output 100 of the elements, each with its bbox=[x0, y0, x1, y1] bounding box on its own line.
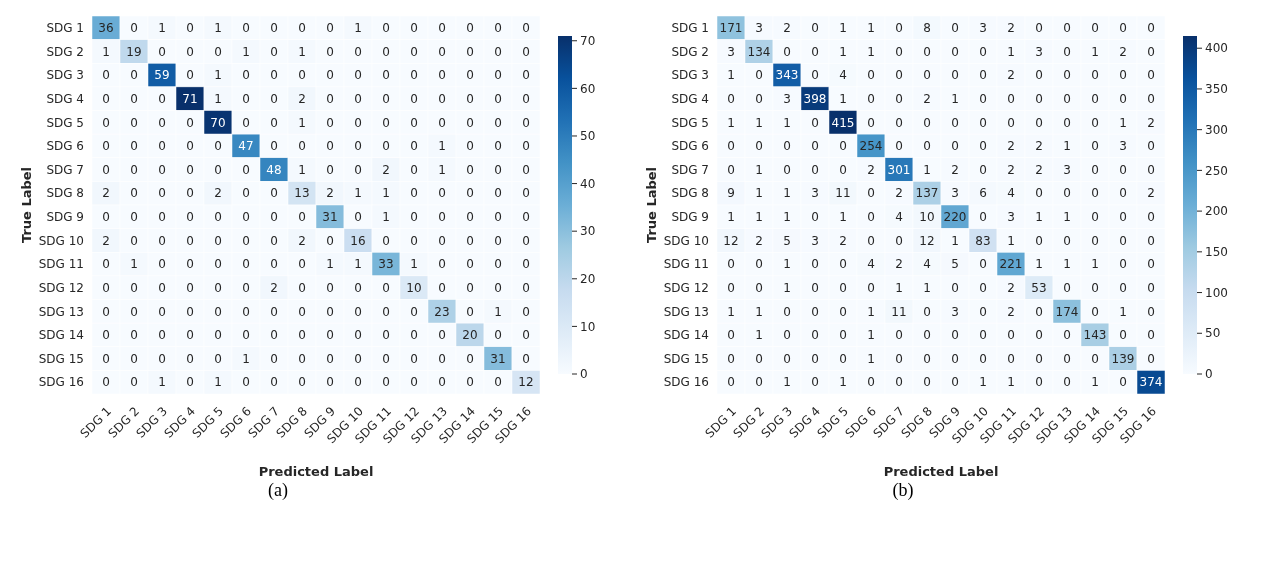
data-label: 0 bbox=[951, 44, 959, 59]
data-label: 0 bbox=[1147, 21, 1155, 36]
y-tick-label: SDG 13 bbox=[663, 304, 709, 319]
data-label: 9 bbox=[727, 186, 735, 201]
data-label: 0 bbox=[839, 304, 847, 319]
data-label: 0 bbox=[783, 328, 791, 343]
data-label: 0 bbox=[186, 139, 194, 154]
data-label: 0 bbox=[895, 21, 903, 36]
y-tick-label: SDG 9 bbox=[671, 210, 709, 225]
data-label: 0 bbox=[466, 115, 474, 130]
data-label: 1 bbox=[410, 257, 418, 272]
data-label: 0 bbox=[1035, 115, 1043, 130]
data-label: 53 bbox=[1031, 280, 1047, 295]
data-label: 2 bbox=[326, 186, 334, 201]
data-label: 0 bbox=[727, 328, 735, 343]
data-label: 1 bbox=[298, 162, 306, 177]
data-label: 0 bbox=[270, 233, 278, 248]
data-label: 0 bbox=[270, 375, 278, 390]
data-label: 0 bbox=[727, 351, 735, 366]
data-label: 0 bbox=[438, 280, 446, 295]
data-label: 0 bbox=[186, 351, 194, 366]
data-label: 1 bbox=[354, 21, 362, 36]
data-label: 0 bbox=[410, 328, 418, 343]
data-label: 0 bbox=[410, 44, 418, 59]
data-label: 0 bbox=[158, 304, 166, 319]
color-bar-label: 350 bbox=[1205, 82, 1228, 97]
data-label: 0 bbox=[298, 280, 306, 295]
data-label: 31 bbox=[322, 210, 338, 225]
data-label: 0 bbox=[130, 351, 138, 366]
y-tick-label: SDG 16 bbox=[663, 375, 709, 390]
data-label: 0 bbox=[811, 210, 819, 225]
data-label: 0 bbox=[102, 139, 110, 154]
data-label: 2 bbox=[783, 21, 791, 36]
color-bar-label: 50 bbox=[1205, 326, 1221, 341]
data-label: 1 bbox=[783, 257, 791, 272]
data-label: 12 bbox=[518, 375, 534, 390]
data-label: 0 bbox=[494, 115, 502, 130]
data-label: 0 bbox=[298, 328, 306, 343]
data-label: 0 bbox=[102, 91, 110, 106]
data-label: 0 bbox=[522, 21, 530, 36]
data-label: 1 bbox=[158, 375, 166, 390]
y-tick-label: SDG 3 bbox=[46, 68, 84, 83]
data-label: 1 bbox=[867, 21, 875, 36]
data-label: 0 bbox=[1119, 257, 1127, 272]
data-label: 1 bbox=[1063, 257, 1071, 272]
data-label: 0 bbox=[1007, 115, 1015, 130]
data-label: 0 bbox=[979, 139, 987, 154]
data-label: 415 bbox=[831, 115, 855, 130]
data-label: 0 bbox=[298, 139, 306, 154]
data-label: 20 bbox=[462, 328, 478, 343]
data-label: 0 bbox=[130, 233, 138, 248]
data-label: 0 bbox=[727, 139, 735, 154]
data-label: 0 bbox=[326, 21, 334, 36]
data-label: 3 bbox=[811, 186, 819, 201]
data-label: 0 bbox=[438, 351, 446, 366]
data-label: 0 bbox=[410, 91, 418, 106]
data-label: 0 bbox=[410, 162, 418, 177]
data-label: 0 bbox=[895, 375, 903, 390]
data-label: 0 bbox=[1147, 328, 1155, 343]
data-label: 0 bbox=[186, 186, 194, 201]
data-label: 1 bbox=[1063, 139, 1071, 154]
data-label: 4 bbox=[1007, 186, 1015, 201]
data-label: 1 bbox=[839, 375, 847, 390]
y-tick-label: SDG 1 bbox=[671, 21, 709, 36]
data-label: 0 bbox=[494, 186, 502, 201]
data-label: 0 bbox=[326, 280, 334, 295]
data-label: 0 bbox=[895, 139, 903, 154]
data-label: 0 bbox=[783, 351, 791, 366]
data-label: 0 bbox=[214, 257, 222, 272]
data-label: 5 bbox=[951, 257, 959, 272]
data-label: 137 bbox=[915, 186, 939, 201]
data-label: 0 bbox=[354, 139, 362, 154]
data-label: 1 bbox=[494, 304, 502, 319]
data-label: 3 bbox=[979, 21, 987, 36]
data-label: 4 bbox=[867, 257, 875, 272]
color-bar-label: 100 bbox=[1205, 285, 1228, 300]
data-label: 0 bbox=[354, 68, 362, 83]
data-label: 0 bbox=[494, 162, 502, 177]
data-label: 0 bbox=[1147, 351, 1155, 366]
data-label: 0 bbox=[410, 139, 418, 154]
data-label: 0 bbox=[811, 375, 819, 390]
data-label: 0 bbox=[979, 68, 987, 83]
y-tick-label: SDG 5 bbox=[671, 115, 709, 130]
data-label: 23 bbox=[434, 304, 450, 319]
data-label: 0 bbox=[214, 210, 222, 225]
data-label: 2 bbox=[298, 91, 306, 106]
data-label: 1 bbox=[102, 44, 110, 59]
data-label: 0 bbox=[186, 304, 194, 319]
data-label: 1 bbox=[438, 162, 446, 177]
data-label: 0 bbox=[466, 304, 474, 319]
data-label: 1 bbox=[382, 186, 390, 201]
data-label: 0 bbox=[130, 21, 138, 36]
data-label: 4 bbox=[895, 210, 903, 225]
data-label: 0 bbox=[326, 233, 334, 248]
y-tick-label: SDG 2 bbox=[46, 44, 84, 59]
data-label: 0 bbox=[867, 68, 875, 83]
data-label: 0 bbox=[951, 351, 959, 366]
data-label: 0 bbox=[1147, 139, 1155, 154]
data-label: 0 bbox=[354, 210, 362, 225]
data-label: 0 bbox=[522, 91, 530, 106]
